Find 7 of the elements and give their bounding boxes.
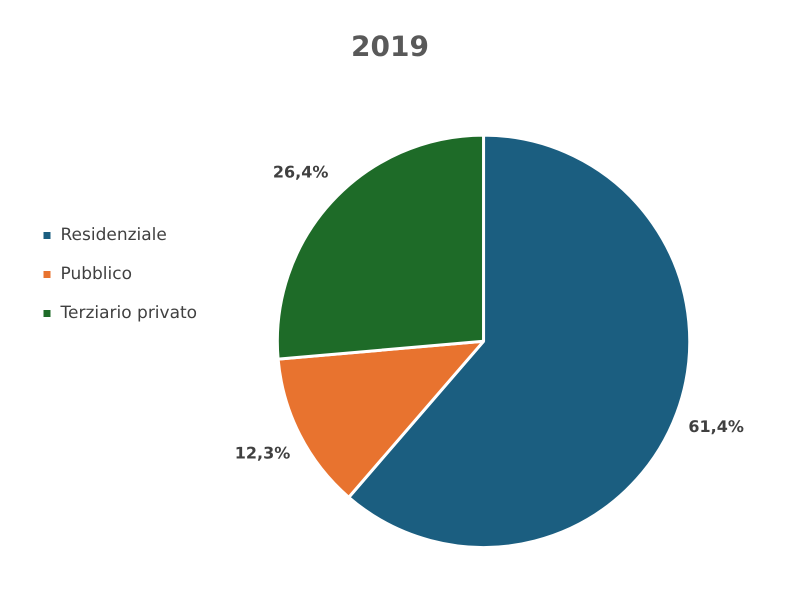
chart-title: 2019	[351, 30, 429, 64]
data-label: 61,4%	[688, 417, 744, 436]
legend-label: Residenziale	[60, 224, 167, 245]
legend-label: Terziario privato	[60, 302, 198, 323]
data-label: 26,4%	[272, 162, 328, 182]
data-label: 12,3%	[234, 443, 290, 462]
legend-label: Pubblico	[60, 264, 132, 284]
